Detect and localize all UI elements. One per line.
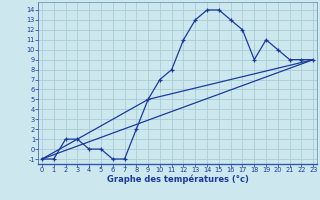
X-axis label: Graphe des températures (°c): Graphe des températures (°c) (107, 175, 249, 184)
